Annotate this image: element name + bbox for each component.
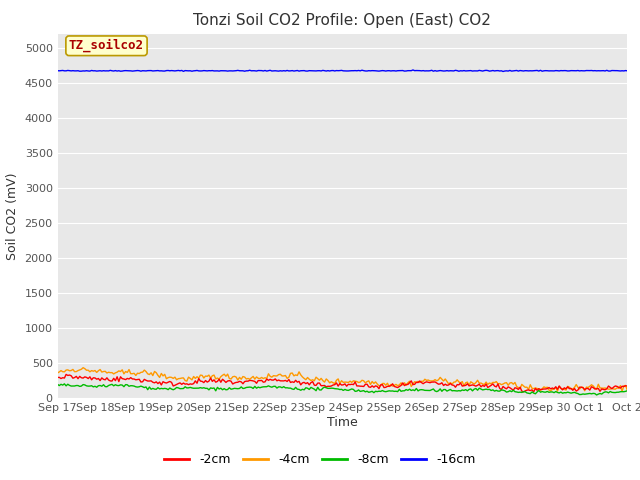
Text: TZ_soilco2: TZ_soilco2: [69, 39, 144, 52]
Legend: -2cm, -4cm, -8cm, -16cm: -2cm, -4cm, -8cm, -16cm: [159, 448, 481, 471]
X-axis label: Time: Time: [327, 416, 358, 429]
Title: Tonzi Soil CO2 Profile: Open (East) CO2: Tonzi Soil CO2 Profile: Open (East) CO2: [193, 13, 492, 28]
Y-axis label: Soil CO2 (mV): Soil CO2 (mV): [6, 172, 19, 260]
